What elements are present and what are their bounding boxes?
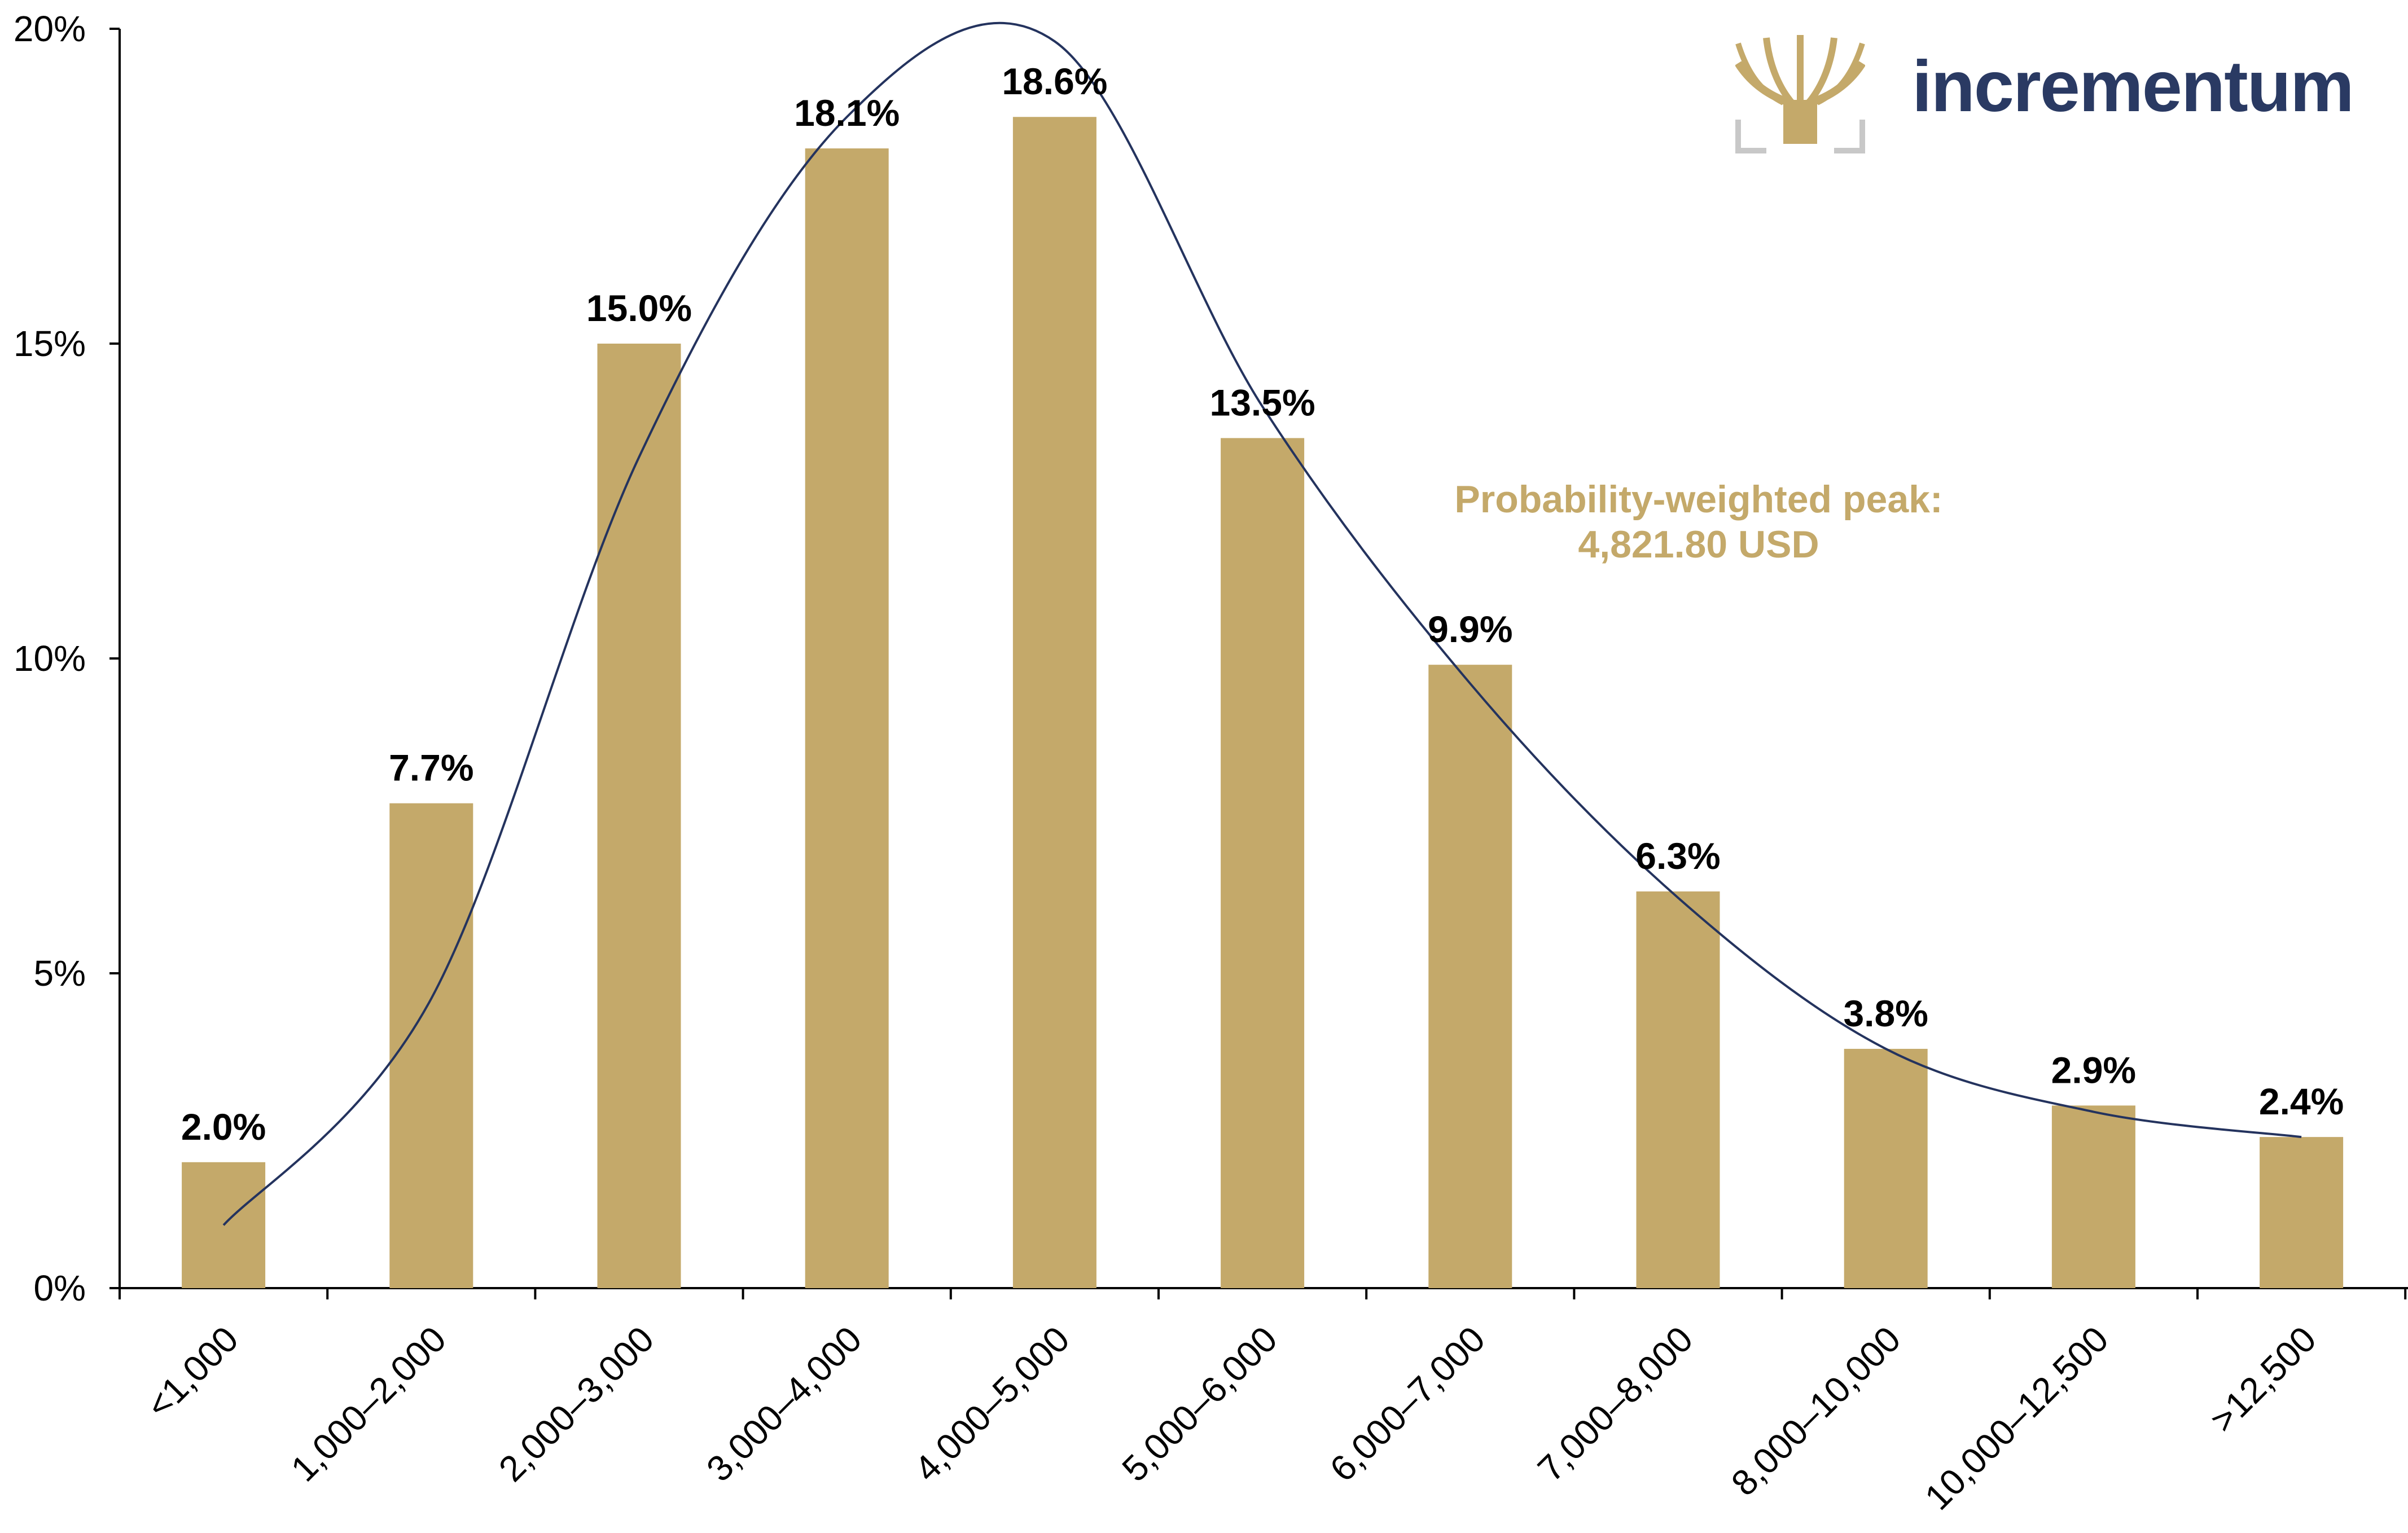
x-tick-labels: <1,000 1,000–2,000 2,000–3,000 3,000–4,000 4… bbox=[138, 1319, 2324, 1518]
bar bbox=[1012, 117, 1096, 1289]
y-tick-label: 0% bbox=[34, 1268, 86, 1308]
y-tick-label: 20% bbox=[14, 8, 86, 49]
data-label: 7.7% bbox=[389, 747, 473, 789]
density-curve-line bbox=[222, 21, 2302, 1226]
x-tick-label: 8,000–10,000 bbox=[1723, 1319, 1909, 1504]
bar bbox=[1844, 1048, 1928, 1288]
y-tick-label: 5% bbox=[34, 953, 86, 994]
y-tick-label: 15% bbox=[14, 323, 86, 364]
data-label: 3.8% bbox=[1843, 992, 1928, 1034]
density-curve bbox=[222, 21, 2302, 1226]
logo: incrementum bbox=[1735, 35, 2384, 153]
data-labels: 2.0% 7.7% 15.0% 18.1% 18.6% 13.5% 9.9% 6.3% 3.8%… bbox=[181, 60, 2344, 1148]
x-tick-label: 5,000–6,000 bbox=[1114, 1319, 1285, 1490]
tree-logo-icon bbox=[1735, 35, 1865, 153]
x-tick-label: 6,000–7,000 bbox=[1322, 1319, 1493, 1490]
bar bbox=[2051, 1105, 2135, 1288]
bar bbox=[805, 148, 889, 1288]
data-label: 2.4% bbox=[2259, 1080, 2344, 1122]
logo-text: incrementum bbox=[1912, 46, 2354, 127]
data-label: 13.5% bbox=[1210, 381, 1315, 423]
bars bbox=[182, 117, 2344, 1289]
x-tick-label: 1,000–2,000 bbox=[283, 1319, 454, 1490]
data-label: 2.0% bbox=[181, 1106, 266, 1148]
x-tick-label: 3,000–4,000 bbox=[699, 1319, 870, 1490]
peak-annotation-line2: 4,821.80 USD bbox=[1578, 523, 1819, 566]
y-tick-label: 10% bbox=[14, 638, 86, 679]
data-label: 18.1% bbox=[794, 92, 900, 134]
bar bbox=[1428, 665, 1512, 1288]
data-label: 18.6% bbox=[1002, 60, 1107, 102]
data-label: 6.3% bbox=[1635, 835, 1720, 877]
peak-annotation: Probability-weighted peak: 4,821.80 USD bbox=[1354, 477, 2043, 567]
x-tick-label: 10,000–12,500 bbox=[1917, 1319, 2116, 1518]
x-tick-label: 4,000–5,000 bbox=[906, 1319, 1077, 1490]
x-tick-label: >12,500 bbox=[2202, 1319, 2324, 1440]
bar bbox=[1636, 891, 1720, 1288]
bar bbox=[597, 344, 681, 1288]
data-label: 9.9% bbox=[1428, 608, 1512, 650]
x-tick-label: 7,000–8,000 bbox=[1530, 1319, 1701, 1490]
bar bbox=[1221, 438, 1305, 1288]
peak-annotation-line1: Probability-weighted peak: bbox=[1454, 478, 1943, 521]
x-tick-label: 2,000–3,000 bbox=[491, 1319, 662, 1490]
y-tick-labels: 0% 5% 10% 15% 20% bbox=[14, 8, 86, 1308]
x-tick-label: <1,000 bbox=[138, 1319, 246, 1426]
data-label: 15.0% bbox=[586, 287, 692, 329]
bar bbox=[2260, 1137, 2344, 1288]
data-label: 2.9% bbox=[2051, 1049, 2136, 1091]
